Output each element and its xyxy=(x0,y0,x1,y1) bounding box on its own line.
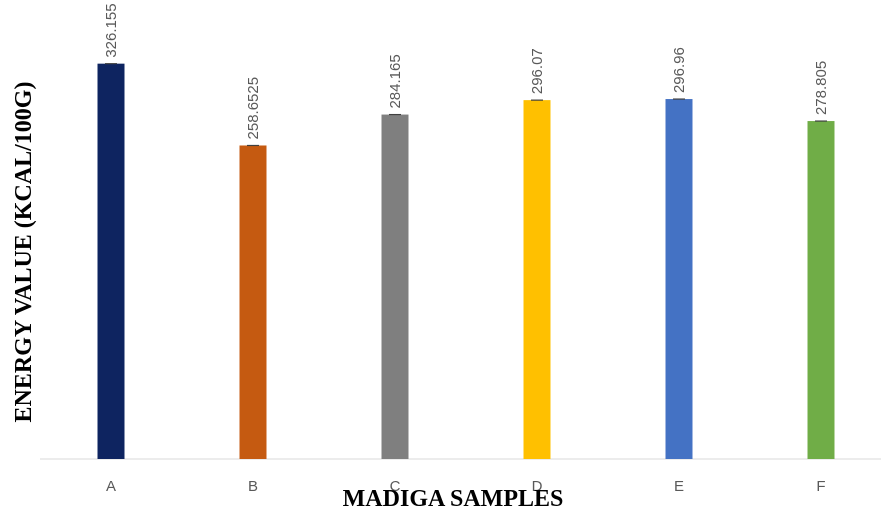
x-tick-labels: A B C D E F xyxy=(106,478,826,495)
data-label-f: 278.805 xyxy=(813,61,830,115)
x-tick-a: A xyxy=(106,478,116,495)
data-label-e: 296.96 xyxy=(671,47,688,93)
data-label-a: 326.155 xyxy=(103,3,120,57)
data-label-d: 296.07 xyxy=(529,48,546,94)
data-label-c: 284.165 xyxy=(387,54,404,108)
x-tick-f: F xyxy=(816,478,825,495)
x-tick-c: C xyxy=(390,478,401,495)
bar-b xyxy=(239,145,267,459)
x-tick-b: B xyxy=(248,478,258,495)
bar-e xyxy=(665,99,693,459)
bar-a xyxy=(97,63,125,459)
bar-c xyxy=(381,114,409,459)
data-label-b: 258.6525 xyxy=(245,77,262,140)
y-axis-label: ENERGY VALUE (KCAL/100G) xyxy=(11,82,37,423)
bar-d xyxy=(523,100,551,460)
bar-f xyxy=(807,121,835,460)
x-tick-e: E xyxy=(674,478,684,495)
bars-group: 326.155 258.6525 284.165 296.07 296.96 278.80… xyxy=(97,3,835,460)
x-axis-label: MADIGA SAMPLES xyxy=(343,486,564,508)
x-tick-d: D xyxy=(532,478,543,495)
